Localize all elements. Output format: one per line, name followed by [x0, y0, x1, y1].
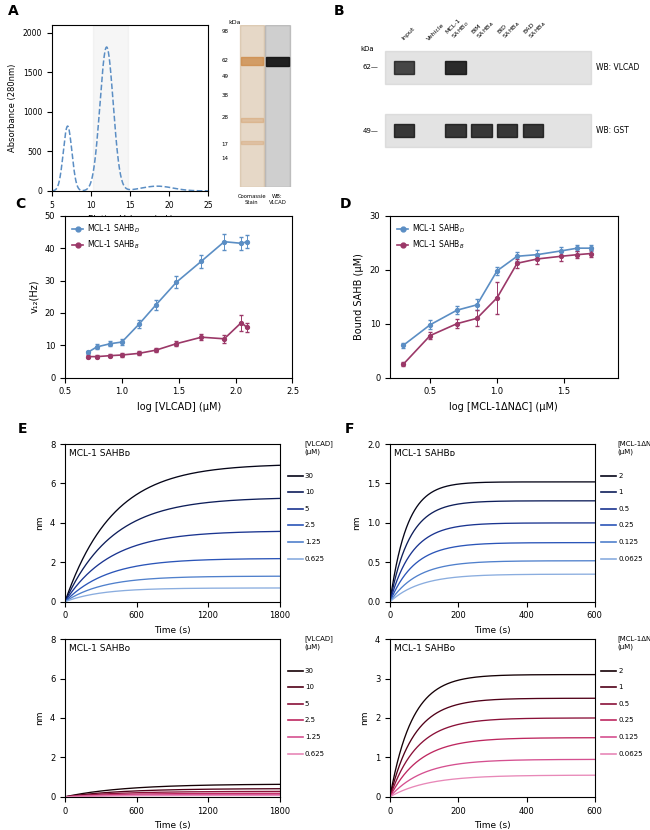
Text: 0.25: 0.25 [618, 522, 634, 529]
Bar [445, 124, 466, 137]
Text: 1.25: 1.25 [305, 539, 320, 545]
Bar [394, 61, 415, 74]
X-axis label: Time (s): Time (s) [154, 821, 190, 830]
Bar [445, 61, 466, 74]
Y-axis label: nm: nm [35, 710, 44, 725]
Text: 1.25: 1.25 [305, 734, 320, 740]
Text: WB: VLCAD: WB: VLCAD [595, 62, 639, 71]
Text: MCL-1
SAHB$_D$: MCL-1 SAHB$_D$ [445, 15, 471, 42]
X-axis label: Time (s): Time (s) [474, 626, 511, 635]
Text: 0.0625: 0.0625 [618, 750, 643, 757]
Text: C: C [15, 197, 25, 211]
Bar [240, 25, 264, 187]
Text: MCL-1 SAHBᴏ: MCL-1 SAHBᴏ [70, 644, 131, 653]
Bar [266, 56, 289, 66]
Text: 10: 10 [305, 489, 314, 496]
Text: 0.125: 0.125 [618, 539, 638, 545]
Text: 0.125: 0.125 [618, 734, 638, 740]
Text: BID
SAHB$_A$: BID SAHB$_A$ [497, 15, 523, 42]
Text: 0.5: 0.5 [618, 505, 629, 512]
Text: D: D [340, 197, 352, 211]
Y-axis label: nm: nm [35, 515, 44, 530]
Text: 0.5: 0.5 [618, 701, 629, 707]
Text: 62: 62 [222, 58, 229, 63]
Bar [497, 124, 517, 137]
Text: BAD
SAHB$_A$: BAD SAHB$_A$ [522, 15, 549, 42]
Text: 14: 14 [222, 156, 229, 161]
Text: 28: 28 [222, 115, 229, 120]
Text: Vehicle: Vehicle [426, 22, 446, 42]
Text: 2: 2 [618, 472, 623, 479]
Bar [240, 140, 263, 144]
X-axis label: log [MCL-1ΔNΔC] (μM): log [MCL-1ΔNΔC] (μM) [449, 402, 558, 412]
Text: WB:
VLCAD: WB: VLCAD [268, 194, 286, 205]
Text: 2: 2 [618, 667, 623, 674]
Text: 38: 38 [222, 92, 229, 98]
Bar [92, 25, 129, 191]
Legend: MCL-1 SAHB$_D$, MCL-1 SAHB$_B$: MCL-1 SAHB$_D$, MCL-1 SAHB$_B$ [69, 220, 144, 255]
Text: A: A [8, 4, 19, 18]
Text: MCL-1 SAHBᴏ: MCL-1 SAHBᴏ [394, 644, 455, 653]
Y-axis label: Bound SAHB (μM): Bound SAHB (μM) [354, 253, 364, 340]
Bar [471, 124, 491, 137]
Text: BIM
SAHB$_A$: BIM SAHB$_A$ [471, 15, 497, 42]
Text: 5: 5 [305, 701, 309, 707]
Text: 2.5: 2.5 [305, 717, 316, 724]
Bar [265, 25, 290, 187]
Text: 0.0625: 0.0625 [618, 555, 643, 562]
Bar [240, 57, 263, 66]
Text: 30: 30 [305, 472, 314, 479]
Y-axis label: nm: nm [360, 710, 369, 725]
Text: 1: 1 [618, 489, 623, 496]
Bar [523, 124, 543, 137]
Text: WB: GST: WB: GST [595, 126, 629, 135]
Text: 0.25: 0.25 [618, 717, 634, 724]
Text: MCL-1 SAHBᴅ: MCL-1 SAHBᴅ [394, 449, 455, 458]
Text: 10: 10 [305, 684, 314, 691]
Y-axis label: Absorbance (280nm): Absorbance (280nm) [8, 64, 18, 152]
X-axis label: Elution Volume (mL): Elution Volume (mL) [88, 215, 172, 224]
Text: 1: 1 [618, 684, 623, 691]
Text: F: F [345, 422, 354, 436]
Text: 62—: 62— [362, 64, 378, 71]
Y-axis label: v₁₂(Hz): v₁₂(Hz) [29, 280, 39, 314]
Text: B: B [334, 4, 345, 18]
Text: Input: Input [400, 27, 416, 42]
Bar [240, 118, 263, 122]
Y-axis label: nm: nm [352, 515, 361, 530]
Text: [MCL-1ΔNΔC]
(μM): [MCL-1ΔNΔC] (μM) [618, 635, 650, 650]
Text: kDa: kDa [228, 20, 241, 25]
Text: [VLCAD]
(μM): [VLCAD] (μM) [304, 440, 333, 455]
Text: 0.625: 0.625 [305, 555, 325, 562]
Text: 98: 98 [222, 29, 229, 34]
Text: 49: 49 [222, 74, 229, 79]
Text: E: E [18, 422, 27, 436]
Text: 0.625: 0.625 [305, 750, 325, 757]
Bar [385, 114, 592, 147]
X-axis label: log [VLCAD] (μM): log [VLCAD] (μM) [136, 402, 221, 412]
X-axis label: Time (s): Time (s) [474, 821, 511, 830]
Bar [385, 51, 592, 84]
Text: 5: 5 [305, 505, 309, 512]
Text: 2.5: 2.5 [305, 522, 316, 529]
Text: Coomassie
Stain: Coomassie Stain [238, 194, 266, 205]
Text: [VLCAD]
(μM): [VLCAD] (μM) [304, 635, 333, 650]
X-axis label: Time (s): Time (s) [154, 626, 190, 635]
Text: MCL-1 SAHBᴅ: MCL-1 SAHBᴅ [70, 449, 131, 458]
Bar [394, 124, 415, 137]
Text: 17: 17 [222, 142, 229, 147]
Text: kDa: kDa [360, 46, 374, 52]
Text: 49—: 49— [362, 128, 378, 134]
Legend: MCL-1 SAHB$_D$, MCL-1 SAHB$_B$: MCL-1 SAHB$_D$, MCL-1 SAHB$_B$ [394, 220, 469, 255]
Text: 30: 30 [305, 667, 314, 674]
Text: [MCL-1ΔNΔC]
(μM): [MCL-1ΔNΔC] (μM) [618, 440, 650, 455]
